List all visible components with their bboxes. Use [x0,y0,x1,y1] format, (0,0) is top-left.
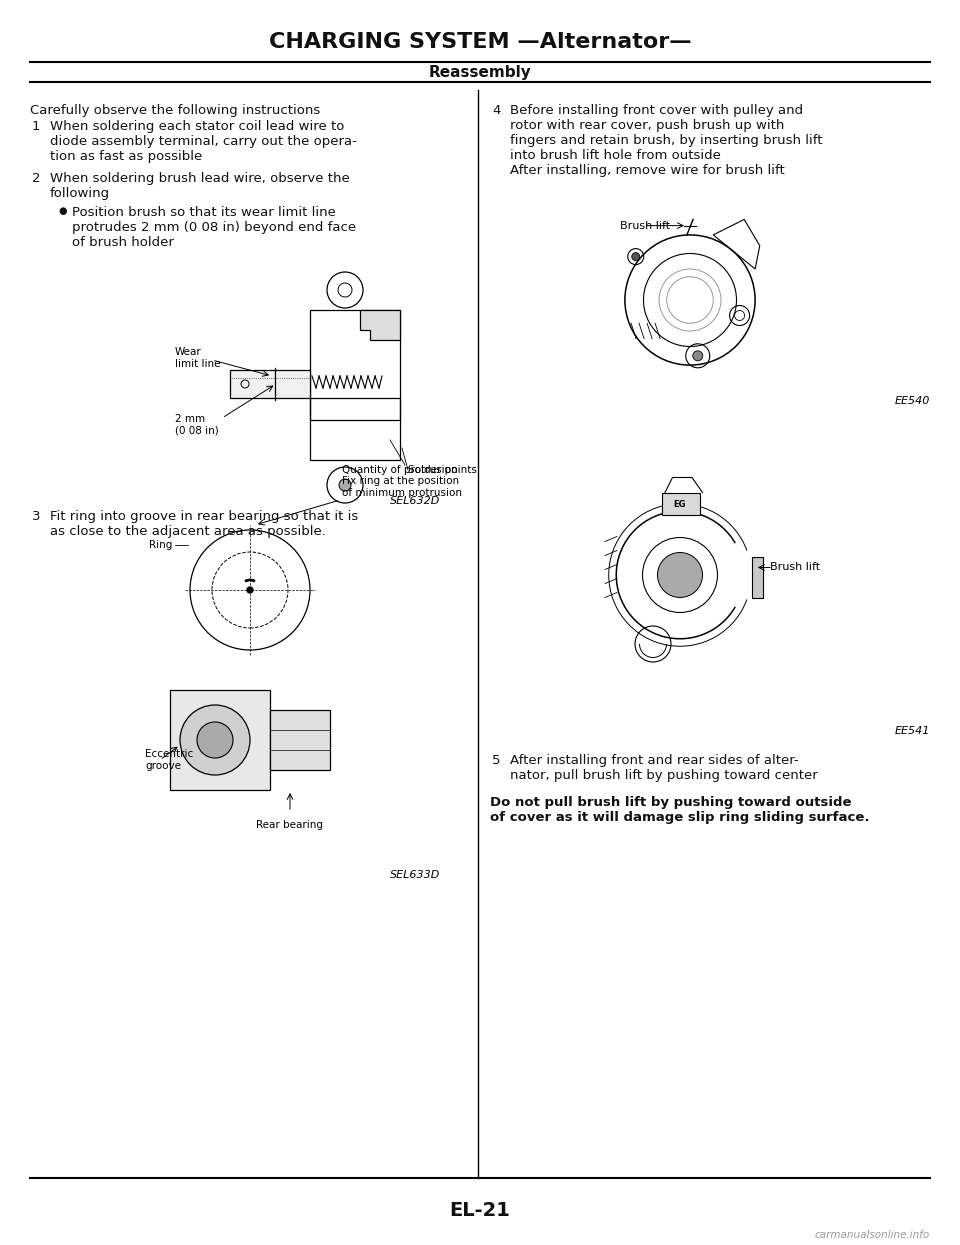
Text: Reassembly: Reassembly [428,65,532,80]
Text: 3: 3 [32,510,40,523]
Text: SEL633D: SEL633D [390,870,440,880]
Text: EE540: EE540 [895,396,930,406]
Text: 4: 4 [492,105,500,117]
Text: Wear
limit line: Wear limit line [175,347,221,369]
Circle shape [658,553,703,598]
Text: Ring: Ring [149,540,172,550]
Text: carmanualsonline.info: carmanualsonline.info [815,1230,930,1240]
Polygon shape [270,710,330,769]
Polygon shape [360,310,400,340]
Text: Solder points: Solder points [408,464,477,476]
Text: 5: 5 [492,754,500,767]
Circle shape [180,705,250,774]
Text: 2: 2 [32,172,40,186]
Text: Fit ring into groove in rear bearing so that it is
as close to the adjacent area: Fit ring into groove in rear bearing so … [50,510,358,538]
Circle shape [197,722,233,758]
Text: EE541: EE541 [895,726,930,736]
Text: Position brush so that its wear limit line
protrudes 2 mm (0 08 in) beyond end f: Position brush so that its wear limit li… [72,205,356,249]
Text: Do not pull brush lift by pushing toward outside
of cover as it will damage slip: Do not pull brush lift by pushing toward… [490,796,870,824]
Circle shape [247,586,253,593]
Circle shape [339,479,351,491]
Text: ●: ● [58,205,66,215]
Text: 1: 1 [32,120,40,133]
Text: Carefully observe the following instructions: Carefully observe the following instruct… [30,105,321,117]
Text: Before installing front cover with pulley and
rotor with rear cover, push brush : Before installing front cover with pulle… [510,105,823,177]
Text: Eccentric
groove: Eccentric groove [145,749,193,771]
Text: EL-21: EL-21 [449,1200,511,1220]
Text: CHARGING SYSTEM —Alternator—: CHARGING SYSTEM —Alternator— [269,32,691,52]
Text: Rear bearing: Rear bearing [256,820,324,830]
Text: Quantity of protrusion
Fix ring at the position
of minimum protrusion: Quantity of protrusion Fix ring at the p… [342,464,462,498]
Polygon shape [170,690,270,791]
Text: Brush lift: Brush lift [620,220,670,230]
Text: SEL632D: SEL632D [390,496,440,505]
Polygon shape [230,370,310,398]
Text: After installing front and rear sides of alter-
nator, pull brush lift by pushin: After installing front and rear sides of… [510,754,818,782]
Circle shape [632,253,639,260]
Text: 2 mm
(0 08 in): 2 mm (0 08 in) [175,415,219,436]
Polygon shape [752,557,762,598]
Text: When soldering brush lead wire, observe the
following: When soldering brush lead wire, observe … [50,172,349,200]
Text: EG: EG [674,500,686,509]
Text: Brush lift: Brush lift [770,563,820,573]
Circle shape [693,351,703,361]
Bar [662,493,700,515]
Text: When soldering each stator coil lead wire to
diode assembly terminal, carry out : When soldering each stator coil lead wir… [50,120,357,163]
